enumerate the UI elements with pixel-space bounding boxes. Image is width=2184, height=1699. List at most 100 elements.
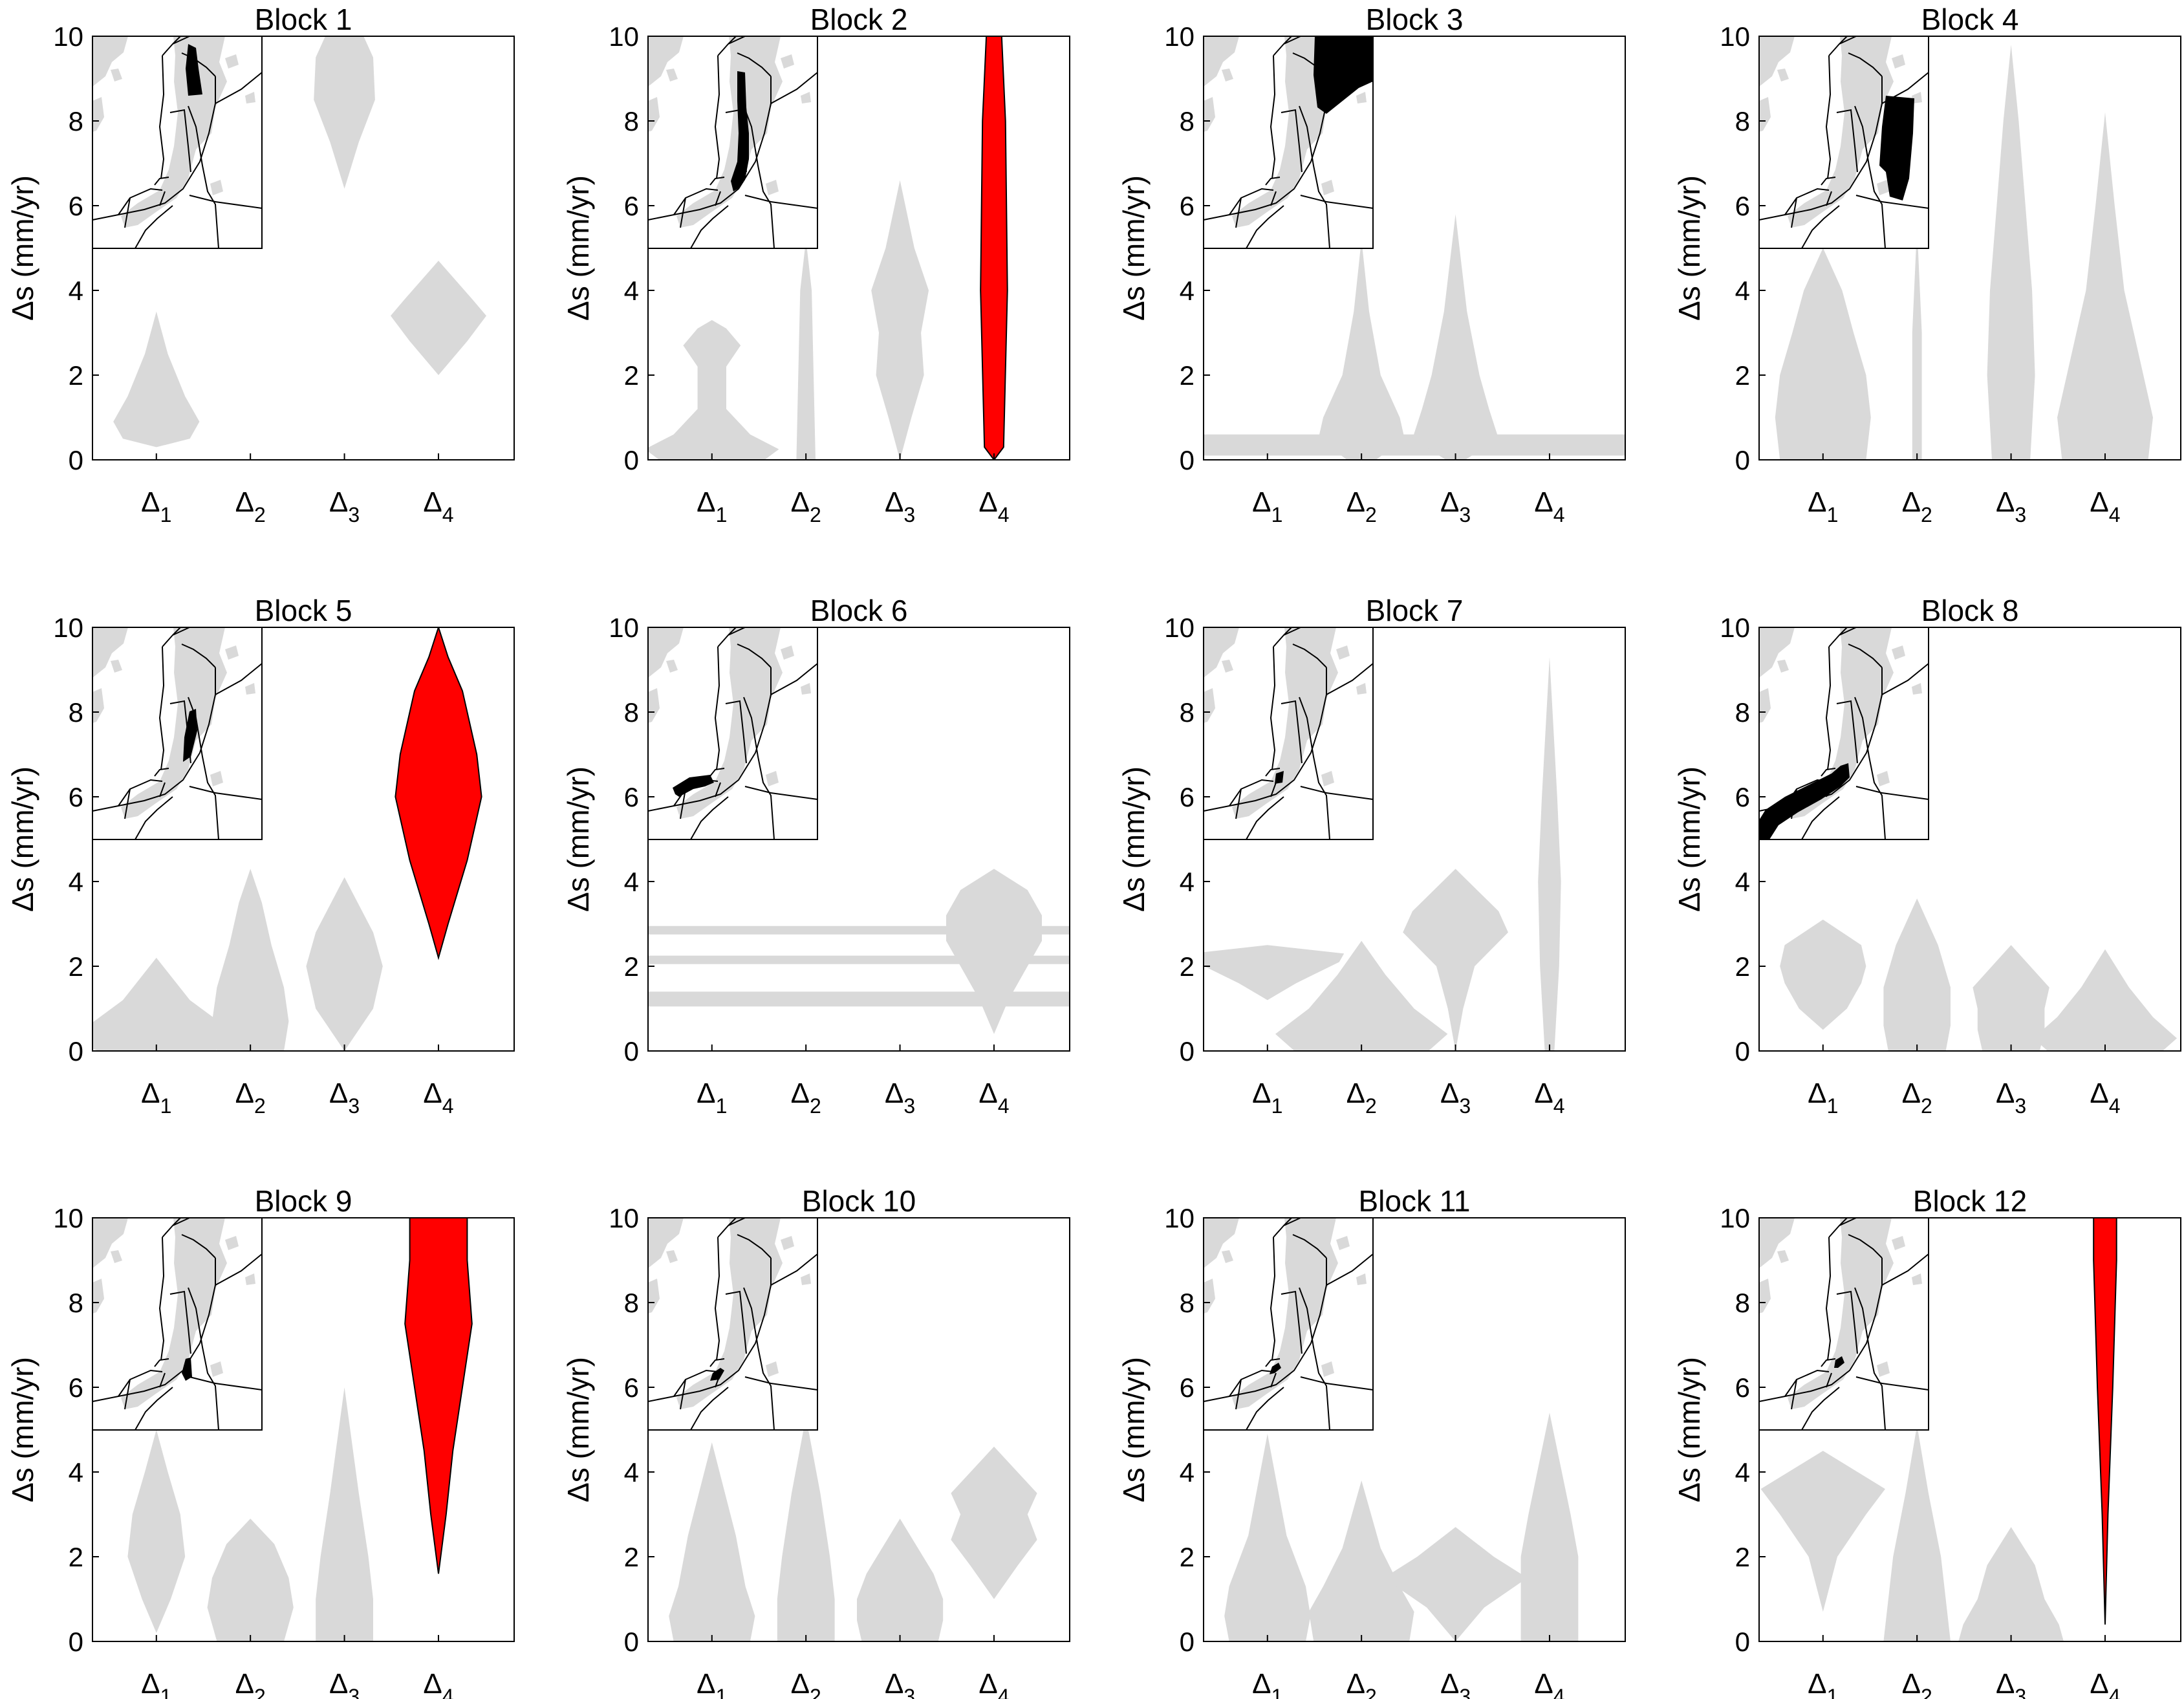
inset-boundary-7 — [1881, 72, 1929, 104]
x-tick-label: Δ3 — [885, 486, 915, 526]
inset-land-4 — [1788, 627, 1894, 819]
inset-land-3 — [1777, 660, 1789, 673]
x-tick-label: Δ4 — [2090, 1077, 2120, 1118]
y-tick-label: 10 — [609, 1203, 639, 1233]
inset-boundary-12 — [135, 205, 173, 249]
inset-boundary-13 — [715, 782, 721, 797]
violin-3 — [306, 877, 383, 1051]
inset-land-1 — [648, 627, 684, 678]
inset-land-5 — [225, 1236, 239, 1250]
axes-frame — [1758, 627, 2181, 1052]
y-tick-label: 8 — [624, 697, 639, 728]
x-tick-label: Δ2 — [235, 486, 266, 526]
x-tick-label: Δ4 — [978, 486, 1009, 526]
inset-land-2 — [648, 97, 660, 132]
inset-map — [1203, 627, 1374, 840]
x-tick-label: Δ1 — [1808, 1077, 1838, 1118]
inset-land-6 — [245, 1273, 255, 1285]
inset-land-4 — [1232, 36, 1338, 228]
y-axis-label: Δs (mm/yr) — [1117, 766, 1151, 912]
inset-boundary-13 — [159, 782, 166, 797]
inset-boundary-2 — [158, 646, 165, 770]
violin-4 — [2033, 949, 2177, 1051]
inset-land-4 — [121, 1218, 227, 1409]
inset-land-1 — [1204, 627, 1239, 678]
y-tick-label: 0 — [1735, 1627, 1750, 1657]
inset-land-7 — [1321, 771, 1334, 786]
inset-boundary-8 — [189, 786, 263, 800]
inset-land-1 — [1759, 627, 1795, 678]
inset-land-4 — [676, 36, 783, 228]
y-tick-label: 0 — [69, 1627, 83, 1657]
violin-1 — [1780, 919, 1866, 1030]
y-axis-label: Δs (mm/yr) — [1117, 1357, 1151, 1502]
x-tick-label: Δ3 — [1440, 486, 1471, 526]
violin-4 — [1520, 1412, 1579, 1641]
x-tick-label: Δ2 — [235, 1077, 266, 1118]
plot-area — [669, 1416, 1037, 1641]
x-tick-label: Δ1 — [141, 1077, 171, 1118]
inset-land-3 — [1777, 1250, 1789, 1263]
inset-boundary-6 — [1299, 105, 1330, 249]
y-tick-label: 8 — [1735, 1288, 1750, 1318]
inset-highlight — [1275, 771, 1284, 784]
y-tick-label: 10 — [609, 21, 639, 52]
inset-boundary-13 — [1270, 1372, 1277, 1388]
inset-land-3 — [666, 1250, 678, 1263]
chart-title: Block 3 — [1366, 3, 1464, 36]
x-tick-label: Δ4 — [423, 1077, 453, 1118]
x-tick-label: Δ3 — [329, 1077, 360, 1118]
violin-3 — [857, 1519, 944, 1641]
inset-boundary-13 — [1826, 1372, 1832, 1388]
y-tick-label: 4 — [69, 1457, 83, 1488]
violin-4 — [395, 627, 482, 960]
inset-land-7 — [766, 1361, 779, 1377]
panel-1: 0 2 4 6 8 10 Δ1 Δ2 Δ3 Δ4 Block 1 Δs (mm/yr) — [6, 3, 515, 526]
violin-2 — [1883, 1425, 1951, 1641]
inset-boundary-10 — [1229, 188, 1274, 215]
inset-land-5 — [781, 645, 794, 660]
chart-title: Block 8 — [1921, 594, 2019, 627]
inset-land-4 — [1788, 36, 1894, 228]
y-tick-label: 4 — [1180, 867, 1195, 897]
inset-boundary-6 — [1854, 697, 1886, 840]
y-tick-label: 6 — [1735, 782, 1750, 812]
inset-map — [92, 1217, 263, 1431]
inset-boundary-7 — [215, 1253, 263, 1286]
y-tick-label: 4 — [1735, 867, 1750, 897]
inset-boundary-7 — [770, 663, 818, 695]
y-tick-label: 6 — [69, 191, 83, 221]
x-tick-label: Δ2 — [235, 1668, 266, 1699]
inset-boundary-7 — [215, 72, 263, 104]
plot-area — [127, 1218, 473, 1641]
inset-land-4 — [121, 627, 227, 819]
x-tick-label: Δ2 — [1346, 1668, 1377, 1699]
violin-2 — [1308, 1480, 1414, 1641]
inset-boundary-3 — [172, 36, 190, 45]
x-tick-label: Δ3 — [1996, 1668, 2026, 1699]
inset-boundary-3 — [728, 627, 746, 636]
axes-frame — [1203, 1217, 1626, 1642]
violin-1 — [1204, 945, 1345, 1001]
inset-boundary-12 — [1801, 1387, 1840, 1431]
inset-land-3 — [666, 69, 678, 81]
violin-1 — [113, 311, 200, 448]
inset-boundary-13 — [1270, 191, 1277, 206]
y-tick-label: 6 — [1180, 782, 1195, 812]
inset-boundary-7 — [770, 1253, 818, 1286]
inset-boundary-2 — [1270, 55, 1276, 179]
plot-area — [1204, 656, 1561, 1051]
inset-land-2 — [1759, 1279, 1771, 1314]
y-tick-label: 10 — [53, 1203, 83, 1233]
inset-boundary-13 — [1270, 782, 1277, 797]
inset-boundary-3 — [1839, 1217, 1857, 1226]
inset-boundary-10 — [673, 188, 719, 215]
inset-boundary-6 — [188, 697, 219, 840]
inset-boundary-9 — [1281, 1290, 1303, 1354]
violin-2 — [1883, 898, 1951, 1051]
inset-boundary-7 — [215, 663, 263, 695]
inset-boundary-11 — [1235, 197, 1242, 228]
y-tick-label: 4 — [624, 867, 639, 897]
y-tick-label: 8 — [624, 106, 639, 136]
x-tick-label: Δ1 — [1808, 1668, 1838, 1699]
